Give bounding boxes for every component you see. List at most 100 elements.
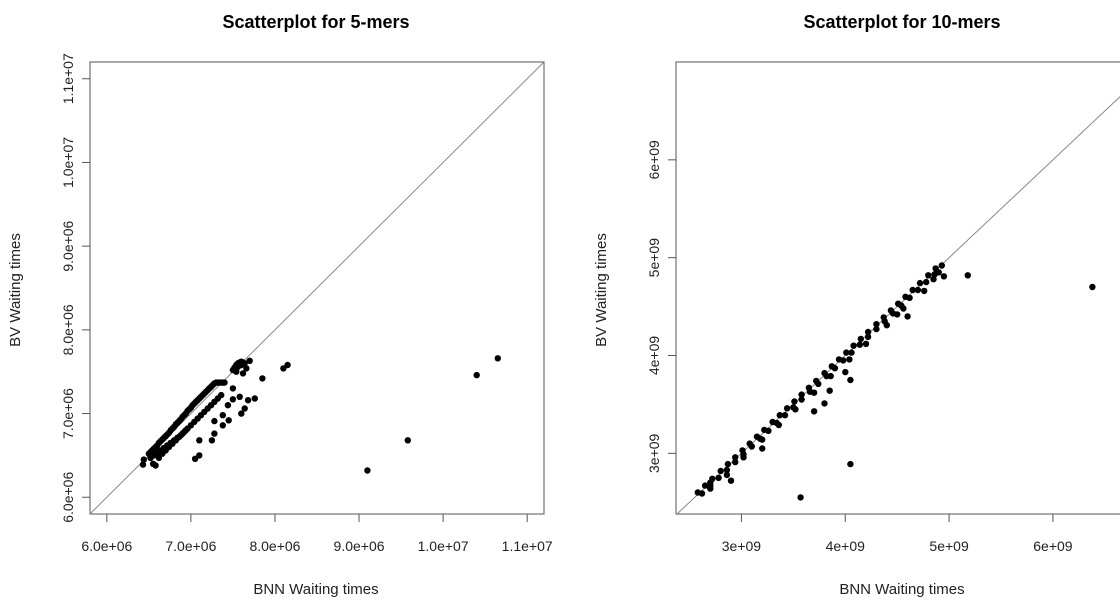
data-point [848,349,855,356]
y-tick-label: 6.0e+06 [60,472,76,523]
data-point [857,335,864,343]
y-tick-label: 4e+09 [646,336,662,376]
data-point [1089,283,1096,291]
data-point [727,477,735,484]
data-point [792,406,799,413]
data-point [239,370,247,377]
data-point [241,405,248,412]
data-point [251,395,258,402]
x-tick-label: 1.0e+07 [418,538,469,554]
data-point [850,342,857,349]
y-ticks-5mers: 6.0e+06 7.0e+06 8.0e+06 9.0e+06 1.0e+07 1.1e+… [60,53,90,523]
data-point [964,272,971,279]
x-ticks-10mers: 3e+09 4e+09 5e+09 6e+09 [722,514,1073,554]
data-point [494,355,501,362]
data-point [701,482,709,489]
data-point [229,396,237,403]
y-tick-label: 9.0e+06 [60,220,76,271]
x-tick-label: 5e+09 [929,538,969,554]
data-point [914,286,922,294]
y-tick-label: 1.1e+07 [60,53,76,104]
data-point [831,365,839,372]
data-point [707,485,714,492]
data-point [364,467,371,474]
plot-frame-5mers [89,61,545,515]
data-point [921,287,928,295]
data-point [723,466,731,474]
x-tick-label: 7.0e+06 [165,538,216,554]
data-point [894,311,901,318]
x-tick-label: 1.1e+07 [502,538,553,554]
data-point [925,272,932,279]
x-tick-label: 9.0e+06 [334,538,385,554]
data-point [211,417,218,425]
data-point [798,396,805,403]
data-point [759,445,766,452]
y-tick-label: 5e+09 [646,238,662,278]
data-point [775,421,782,429]
data-point [940,273,948,280]
data-point [732,454,739,461]
data-point [798,391,805,398]
panel-5mers: Scatterplot for 5-mers 6.0e+06 7.0e+06 8.0… [7,12,553,598]
data-point [906,294,913,301]
data-point [840,357,847,364]
data-point [765,427,772,434]
data-point [847,376,854,384]
data-point [225,417,232,424]
data-point [759,436,766,443]
data-point [856,341,863,348]
data-point [821,400,828,407]
x-tick-label: 4e+09 [826,538,866,554]
plot-frame-10mers [675,61,1120,515]
data-point [748,443,755,450]
data-point [873,321,880,328]
data-point [238,410,245,417]
data-point [723,471,731,479]
data-point [916,279,924,287]
data-point [196,452,203,459]
data-point [740,454,747,461]
points-10mers [694,262,1096,501]
data-point [259,375,266,382]
data-point [224,402,232,409]
data-point [182,427,189,434]
data-point [864,328,872,336]
data-point [211,430,218,437]
points-5mers [139,355,501,474]
data-point [152,462,159,469]
data-point [827,372,834,380]
data-point [229,385,237,392]
data-point [810,389,818,396]
data-point [873,325,880,333]
data-point [715,474,722,481]
x-axis-label-10mers: BNN Waiting times [839,581,964,598]
data-point [404,437,411,444]
y-ticks-10mers: 3e+09 4e+09 5e+09 6e+09 [646,140,676,473]
data-point [218,391,225,399]
data-point [707,479,714,486]
y-axis-label-5mers: BV Waiting times [7,233,24,347]
data-point [843,349,850,356]
data-point [938,262,945,269]
data-point [900,305,907,312]
data-point [233,368,240,375]
x-tick-label: 3e+09 [722,538,762,554]
x-tick-label: 6e+09 [1033,538,1073,554]
data-point [140,456,147,463]
data-point [698,490,706,497]
data-point [781,412,789,419]
data-point [717,467,724,475]
data-point [221,379,228,386]
data-point [783,405,791,412]
x-tick-label: 8.0e+06 [249,538,300,554]
data-point [923,278,930,286]
y-tick-label: 8.0e+06 [60,304,76,355]
data-point [791,398,798,405]
x-axis-label-5mers: BNN Waiting times [253,581,378,598]
data-point [208,437,216,444]
data-point [815,380,822,388]
data-point [196,437,203,444]
data-point [797,494,804,501]
data-point [847,460,854,468]
